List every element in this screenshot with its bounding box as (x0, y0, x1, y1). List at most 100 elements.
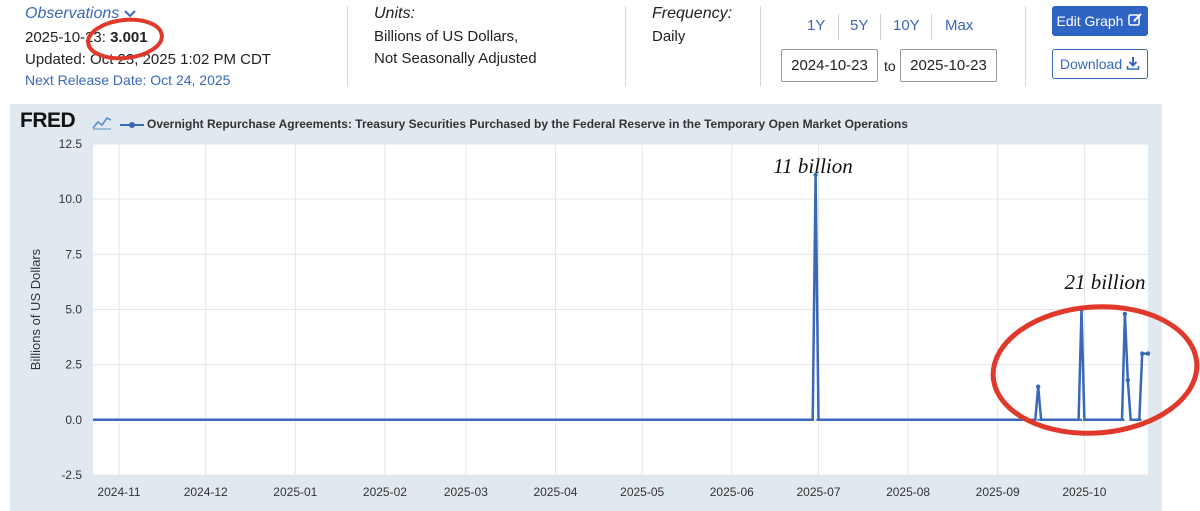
baseline-point (255, 418, 258, 422)
baseline-point (289, 418, 292, 422)
baseline-point (561, 418, 564, 422)
x-tick-label: 2025-02 (363, 485, 407, 499)
observation-value: 3.001 (110, 29, 148, 46)
baseline-point (170, 418, 173, 422)
range-divider (880, 14, 881, 40)
observations-label: Observations (25, 5, 120, 22)
baseline-point (297, 418, 301, 422)
baseline-point (892, 418, 896, 422)
x-tick-label: 2025-03 (444, 485, 488, 499)
x-tick-label: 2025-05 (620, 485, 664, 499)
baseline-point (620, 418, 624, 422)
units-label: Units: (374, 5, 415, 22)
baseline-point (867, 418, 870, 422)
edit-graph-button[interactable]: Edit Graph (1052, 6, 1148, 36)
x-tick-label: 2025-08 (886, 485, 930, 499)
baseline-point (901, 418, 904, 422)
baseline-point (833, 418, 836, 422)
y-tick-label: 7.5 (65, 247, 82, 261)
observation-value-line: 2025-10-23: 3.001 (25, 29, 148, 46)
baseline-point (331, 418, 335, 422)
baseline-point (935, 418, 938, 422)
range-1y-button[interactable]: 1Y (807, 17, 826, 34)
baseline-point (450, 418, 454, 422)
baseline-point (442, 418, 445, 422)
baseline-point (544, 418, 547, 422)
end-date-input[interactable] (900, 49, 997, 82)
baseline-point (748, 418, 751, 422)
baseline-point (680, 418, 683, 422)
data-point (1140, 351, 1145, 356)
range-max-button[interactable]: Max (945, 17, 974, 34)
baseline-point (1088, 418, 1091, 422)
baseline-point (739, 418, 743, 422)
baseline-point (374, 418, 377, 422)
baseline-point (960, 418, 964, 422)
baseline-point (782, 418, 785, 422)
baseline-point (459, 418, 462, 422)
baseline-point (850, 418, 853, 422)
baseline-point (773, 418, 777, 422)
download-icon (1126, 56, 1140, 73)
baseline-point (399, 418, 403, 422)
baseline-point (977, 418, 981, 422)
baseline-point (1079, 418, 1083, 422)
baseline-point (204, 418, 207, 422)
fred-logo: FRED (20, 109, 76, 132)
highlight-circle-value (86, 17, 164, 61)
baseline-point (382, 418, 386, 422)
baseline-point (816, 418, 819, 422)
range-10y-button[interactable]: 10Y (893, 17, 920, 34)
highlight-circle-spikes (990, 304, 1200, 436)
annotation-21-billion: 21 billion (1064, 270, 1145, 294)
baseline-point (994, 418, 998, 422)
observations-dropdown[interactable]: Observations (25, 5, 137, 23)
baseline-point (153, 418, 156, 422)
baseline-point (272, 418, 275, 422)
observation-date: 2025-10-23: (25, 29, 106, 46)
baseline-point (765, 418, 768, 422)
baseline-point (790, 418, 794, 422)
baseline-point (263, 418, 267, 422)
baseline-point (1122, 418, 1125, 422)
baseline-point (119, 418, 122, 422)
divider (760, 6, 761, 86)
divider (1025, 6, 1026, 86)
baseline-point (552, 418, 556, 422)
y-axis-label: Billions of US Dollars (28, 248, 43, 370)
download-label: Download (1059, 56, 1123, 72)
baseline-point (841, 418, 845, 422)
baseline-point (807, 418, 811, 422)
baseline-point (195, 418, 199, 422)
data-point (1122, 311, 1128, 317)
baseline-point (323, 418, 326, 422)
baseline-point (1003, 418, 1006, 422)
baseline-point (357, 418, 360, 422)
baseline-point (501, 418, 505, 422)
x-tick-label: 2025-09 (976, 485, 1020, 499)
x-tick-label: 2024-11 (97, 485, 140, 499)
x-tick-label: 2025-07 (796, 485, 840, 499)
baseline-point (136, 418, 139, 422)
baseline-point (314, 418, 318, 422)
baseline-point (535, 418, 539, 422)
download-button[interactable]: Download (1052, 49, 1148, 79)
baseline-point (646, 418, 649, 422)
baseline-point (1054, 418, 1057, 422)
annotation-11-billion: 11 billion (773, 154, 853, 178)
data-point (1145, 351, 1151, 356)
line-chart-icon (92, 114, 112, 135)
data-point (1125, 377, 1130, 383)
baseline-point (799, 418, 802, 422)
baseline-point (637, 418, 641, 422)
baseline-point (238, 418, 241, 422)
start-date-input[interactable] (781, 49, 878, 82)
baseline-point (663, 418, 666, 422)
legend-marker (129, 122, 135, 128)
baseline-point (612, 418, 615, 422)
baseline-point (595, 418, 598, 422)
chart-title: Overnight Repurchase Agreements: Treasur… (147, 117, 908, 131)
baseline-point (1096, 418, 1100, 422)
next-release-link[interactable]: Next Release Date: Oct 24, 2025 (25, 72, 231, 88)
range-5y-button[interactable]: 5Y (850, 17, 869, 34)
